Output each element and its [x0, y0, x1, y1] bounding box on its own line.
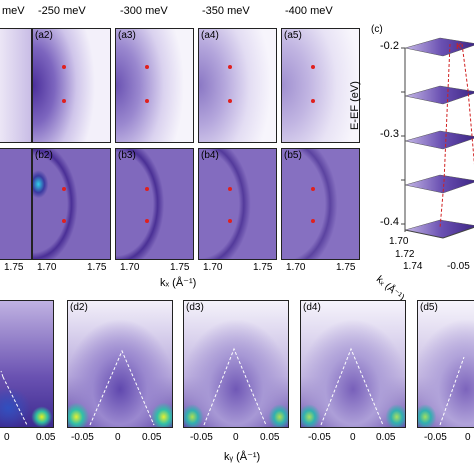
kx-tick: 1.70	[286, 262, 306, 273]
kappa-label: κ	[456, 40, 462, 52]
label-d3: (d3)	[186, 302, 204, 313]
slice-5	[404, 219, 474, 239]
kx-tick: 1.70	[203, 262, 223, 273]
label-b3: (b3)	[118, 150, 136, 161]
energy-header-5: -400 meV	[285, 5, 333, 17]
label-b4: (b4)	[201, 150, 219, 161]
ky-tick: 0	[233, 432, 239, 443]
panel-a3: (a3)	[115, 28, 194, 143]
panel-c-ytick: -0.2	[380, 40, 399, 52]
slice-1	[404, 37, 474, 57]
panel-c-ytick: -0.3	[380, 128, 399, 140]
ky-tick: 0.05	[260, 432, 280, 443]
label-a4: (a4)	[201, 30, 219, 41]
panel-d1	[0, 300, 54, 428]
slice-3	[404, 130, 474, 150]
panel-c-ytick: -0.4	[380, 216, 399, 228]
label-b2: (b2)	[35, 150, 53, 161]
label-b5: (b5)	[284, 150, 302, 161]
label-d2: (d2)	[70, 302, 88, 313]
ky-tick: -0.05	[424, 432, 447, 443]
label-a2: (a2)	[35, 30, 53, 41]
kx-tick: 1.75	[4, 262, 24, 273]
panel-c-ky-tick: -0.05	[447, 261, 470, 272]
ky-tick: 0.05	[376, 432, 396, 443]
panel-b1	[0, 148, 32, 260]
kx-axis-label: kₓ (Å⁻¹)	[160, 277, 197, 289]
panel-d3: (d3)	[183, 300, 289, 428]
energy-header-2: -250 meV	[38, 5, 86, 17]
kx-tick: 1.70	[120, 262, 140, 273]
panel-c-kx-tick: 1.74	[403, 261, 423, 272]
slice-2	[404, 85, 474, 105]
panel-c-label: (c)	[371, 24, 383, 35]
kx-tick: 1.75	[253, 262, 273, 273]
ky-tick: -0.05	[190, 432, 213, 443]
label-a3: (a3)	[118, 30, 136, 41]
ky-tick: -0.05	[308, 432, 331, 443]
panel-d2: (d2)	[67, 300, 173, 428]
panel-b5: (b5)	[281, 148, 360, 260]
kx-tick: 1.70	[37, 262, 57, 273]
slice-4	[404, 174, 474, 194]
panel-a1	[0, 28, 32, 143]
ky-tick: 0.05	[142, 432, 162, 443]
kx-tick: 1.75	[336, 262, 356, 273]
energy-header-3: -300 meV	[120, 5, 168, 17]
label-a5: (a5)	[284, 30, 302, 41]
ky-axis-label: kᵧ (Å⁻¹)	[224, 451, 261, 463]
panel-b4: (b4)	[198, 148, 277, 260]
panel-d4: (d4)	[300, 300, 406, 428]
energy-header-1: meV	[2, 5, 25, 17]
panel-a5: (a5)	[281, 28, 360, 143]
panel-c-kx-tick: 1.72	[395, 249, 415, 260]
energy-header-4: -350 meV	[202, 5, 250, 17]
ky-tick: 0	[115, 432, 121, 443]
panel-b2: (b2)	[32, 148, 111, 260]
panel-a2: (a2)	[32, 28, 111, 143]
panel-d5: (d5)	[417, 300, 474, 428]
ky-tick: -0.05	[71, 432, 94, 443]
ky-tick: 0	[465, 432, 471, 443]
panel-b3: (b3)	[115, 148, 194, 260]
label-d5: (d5)	[420, 302, 438, 313]
panel-c-kx-tick: 1.70	[389, 236, 409, 247]
panel-a4: (a4)	[198, 28, 277, 143]
kx-tick: 1.75	[170, 262, 190, 273]
kappa-dashed-line	[439, 43, 451, 229]
label-d4: (d4)	[303, 302, 321, 313]
ky-tick: 0.05	[36, 432, 56, 443]
ky-tick: 0	[350, 432, 356, 443]
ky-tick: 0	[4, 432, 10, 443]
kx-tick: 1.75	[87, 262, 107, 273]
